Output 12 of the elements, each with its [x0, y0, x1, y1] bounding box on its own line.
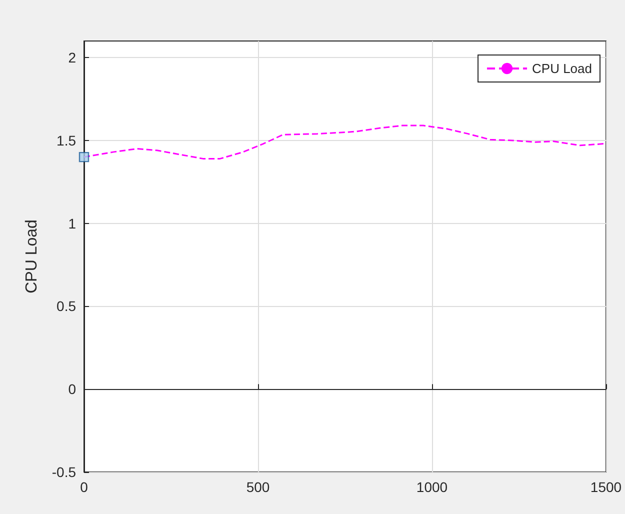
y-tick-label: 1	[68, 215, 76, 232]
y-tick-label: -0.5	[52, 464, 76, 480]
y-axis-title: CPU Load	[24, 220, 40, 294]
x-tick-label: 1000	[416, 479, 448, 495]
legend-label: CPU Load	[532, 61, 592, 76]
y-tick-label: 2	[68, 50, 76, 66]
x-tick-label: 1500	[590, 479, 622, 495]
y-tick-label: 0	[68, 381, 76, 398]
x-tick-label: 0	[80, 479, 88, 495]
y-tick-label: 0.5	[56, 298, 76, 314]
y-tick-label: 1.5	[56, 132, 76, 148]
x-tick-label: 500	[246, 479, 270, 495]
